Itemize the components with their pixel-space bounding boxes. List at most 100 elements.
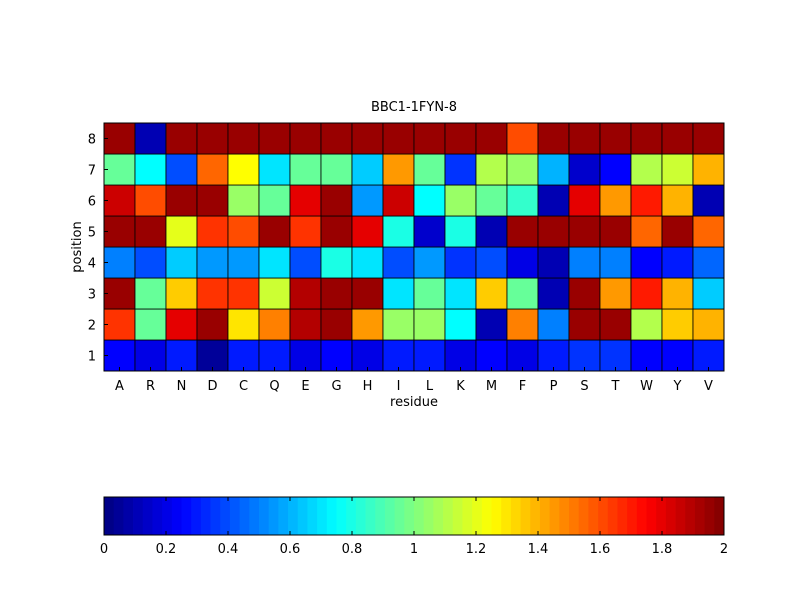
heatmap-cell-V-4: [692, 246, 725, 279]
heatmap-cell-K-7: [444, 153, 477, 186]
heatmap-cell-N-3: [165, 277, 198, 310]
heatmap-cell-H-6: [351, 184, 384, 217]
colorbar-swatch: [443, 497, 454, 535]
heatmap-cell-K-6: [444, 184, 477, 217]
heatmap-cell-D-5: [196, 215, 229, 248]
colorbar-swatch: [549, 497, 560, 535]
heatmap-cell-T-6: [599, 184, 632, 217]
heatmap-cell-R-8: [134, 122, 167, 155]
heatmap-cell-R-7: [134, 153, 167, 186]
colorbar-tick-label: 0: [100, 542, 108, 557]
heatmap-cell-Y-6: [661, 184, 694, 217]
heatmap-cell-I-2: [382, 308, 415, 341]
x-axis-label: residue: [390, 395, 438, 410]
heatmap-cell-Q-5: [258, 215, 291, 248]
colorbar-swatch: [268, 497, 279, 535]
heatmap-cell-W-6: [630, 184, 663, 217]
heatmap-cell-T-3: [599, 277, 632, 310]
heatmap-cell-C-7: [227, 153, 260, 186]
heatmap-cell-D-4: [196, 246, 229, 279]
colorbar-swatch: [307, 497, 318, 535]
heatmap-cell-Q-1: [258, 339, 291, 372]
x-tick-label-V: V: [704, 379, 713, 394]
colorbar-swatch: [423, 497, 434, 535]
colorbar-swatch: [152, 497, 163, 535]
colorbar-swatch: [365, 497, 376, 535]
heatmap-cell-E-7: [289, 153, 322, 186]
x-tick-label-C: C: [239, 379, 248, 394]
heatmap-cell-S-4: [568, 246, 601, 279]
colorbar-tick-label: 0.8: [342, 542, 363, 557]
heatmap-cell-D-7: [196, 153, 229, 186]
colorbar-swatch: [627, 497, 638, 535]
heatmap-cell-P-6: [537, 184, 570, 217]
colorbar-swatch: [578, 497, 589, 535]
heatmap-cell-F-2: [506, 308, 539, 341]
heatmap-cell-I-4: [382, 246, 415, 279]
colorbar-swatch: [210, 497, 221, 535]
heatmap-cell-F-4: [506, 246, 539, 279]
colorbar-swatch: [239, 497, 250, 535]
y-axis-label: position: [70, 221, 85, 273]
heatmap-cell-C-8: [227, 122, 260, 155]
heatmap-cell-R-3: [134, 277, 167, 310]
colorbar-swatch: [510, 497, 521, 535]
heatmap-cell-T-8: [599, 122, 632, 155]
heatmap-cell-H-5: [351, 215, 384, 248]
heatmap-cell-L-5: [413, 215, 446, 248]
colorbar-swatch: [501, 497, 512, 535]
heatmap-cell-W-1: [630, 339, 663, 372]
heatmap-cell-C-3: [227, 277, 260, 310]
heatmap-cell-G-8: [320, 122, 353, 155]
heatmap-cell-R-6: [134, 184, 167, 217]
colorbar-swatch: [229, 497, 241, 535]
heatmap-cell-Y-1: [661, 339, 694, 372]
y-tick-label-6: 6: [88, 195, 96, 210]
heatmap-cell-A-2: [103, 308, 136, 341]
colorbar-tick-label: 1.8: [652, 542, 673, 557]
heatmap-cell-G-4: [320, 246, 353, 279]
heatmap-cell-W-3: [630, 277, 663, 310]
heatmap-cell-C-5: [227, 215, 260, 248]
heatmap-cell-R-1: [134, 339, 167, 372]
colorbar-swatch: [317, 497, 328, 535]
heatmap-cell-G-6: [320, 184, 353, 217]
heatmap-cell-T-7: [599, 153, 632, 186]
heatmap-cell-D-1: [196, 339, 229, 372]
colorbar-tick-label: 2: [720, 542, 728, 557]
heatmap-cell-E-2: [289, 308, 322, 341]
heatmap-cell-D-8: [196, 122, 229, 155]
heatmap-cell-Q-3: [258, 277, 291, 310]
heatmap-cell-W-5: [630, 215, 663, 248]
heatmap-cell-P-8: [537, 122, 570, 155]
heatmap-cell-R-2: [134, 308, 167, 341]
heatmap-cell-H-2: [351, 308, 384, 341]
colorbar-swatch: [326, 497, 337, 535]
x-tick-label-M: M: [486, 379, 497, 394]
chart-title: BBC1-1FYN-8: [371, 100, 457, 115]
colorbar-swatch: [191, 497, 202, 535]
heatmap-cell-V-7: [692, 153, 725, 186]
heatmap-cell-P-4: [537, 246, 570, 279]
heatmap-cell-G-3: [320, 277, 353, 310]
heatmap-cell-Y-7: [661, 153, 694, 186]
colorbar-swatch: [569, 497, 580, 535]
heatmap-cell-T-1: [599, 339, 632, 372]
colorbar-swatch: [539, 497, 551, 535]
heatmap-cell-V-8: [692, 122, 725, 155]
heatmap-cell-S-5: [568, 215, 601, 248]
x-tick-label-Q: Q: [269, 379, 279, 394]
heatmap-cell-F-8: [506, 122, 539, 155]
colorbar-swatch: [665, 497, 676, 535]
heatmap-cell-Q-7: [258, 153, 291, 186]
heatmap-cell-R-4: [134, 246, 167, 279]
heatmap-cell-V-2: [692, 308, 725, 341]
heatmap-cell-F-1: [506, 339, 539, 372]
heatmap-cell-Q-2: [258, 308, 291, 341]
heatmap-cell-N-4: [165, 246, 198, 279]
heatmap-cell-N-5: [165, 215, 198, 248]
heatmap-cell-N-6: [165, 184, 198, 217]
heatmap-cell-S-1: [568, 339, 601, 372]
heatmap-cell-A-7: [103, 153, 136, 186]
